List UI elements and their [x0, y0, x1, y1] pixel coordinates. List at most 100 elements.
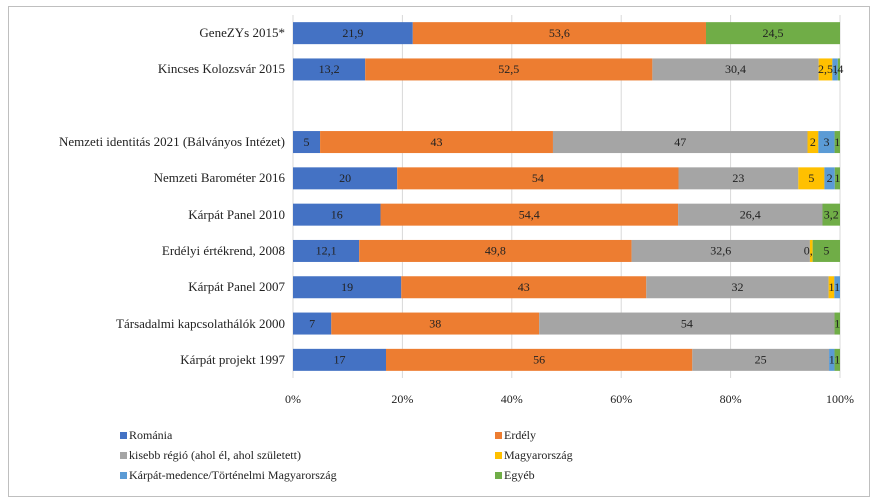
data-label: 32,6: [710, 244, 731, 258]
data-label: 3,2: [824, 207, 839, 221]
data-label: 54: [681, 316, 693, 330]
data-label: 1: [834, 135, 840, 149]
bar-segment: [412, 22, 706, 45]
bar-segment: [293, 348, 386, 371]
data-label: 43: [518, 280, 530, 294]
bar-segment: [834, 312, 840, 335]
bar-segment: [834, 276, 840, 299]
bar-segment: [646, 276, 829, 299]
data-label: 30,4: [725, 62, 746, 76]
bar-segment: [539, 312, 835, 335]
x-tick-label: 0%: [285, 392, 301, 406]
bar-segment: [832, 58, 838, 81]
bar-segment: [692, 348, 830, 371]
bar-segment: [359, 239, 632, 262]
legend-swatch: [495, 432, 502, 439]
bar-segment: [320, 131, 553, 154]
bar-segment: [293, 276, 402, 299]
x-tick-label: 60%: [610, 392, 632, 406]
legend-label: Románia: [129, 428, 173, 442]
data-label: 2: [827, 171, 833, 185]
data-label: 24,5: [762, 26, 783, 40]
category-label: Erdélyi értékrend, 2008: [161, 242, 285, 258]
data-label: 56: [533, 353, 545, 367]
bar-segment: [385, 348, 693, 371]
data-label: 5: [823, 244, 829, 258]
data-label: 38: [429, 316, 441, 330]
bar-segment: [293, 239, 360, 262]
data-label: 17: [333, 353, 345, 367]
legend-swatch: [495, 472, 502, 479]
bar-segment: [834, 131, 840, 154]
bar-segment: [293, 312, 332, 335]
bar-segment: [812, 239, 840, 262]
data-label: 3: [823, 135, 829, 149]
bar-segment: [822, 203, 840, 226]
data-label: 53,6: [549, 26, 570, 40]
legend-swatch: [495, 452, 502, 459]
data-label: 1: [832, 62, 838, 76]
bar-segment: [809, 239, 813, 262]
data-label: 5: [304, 135, 310, 149]
x-tick-label: 20%: [391, 392, 413, 406]
legend-label: Erdély: [504, 428, 536, 442]
bar-segment: [631, 239, 810, 262]
data-label: 47: [674, 135, 686, 149]
bar-segment: [293, 58, 366, 81]
data-label: 19: [341, 280, 353, 294]
legend-label: Egyéb: [504, 468, 535, 482]
data-label: 1: [829, 353, 835, 367]
data-label: 26,4: [740, 207, 761, 221]
chart-frame: [8, 6, 870, 497]
bar-segment: [678, 167, 799, 190]
legend-swatch: [120, 452, 127, 459]
data-label: 2,5: [818, 62, 833, 76]
bar-segment: [824, 167, 835, 190]
legend-label: Magyarország: [504, 448, 573, 462]
bar-segment: [365, 58, 653, 81]
data-label: 1: [834, 171, 840, 185]
data-label: 20: [339, 171, 351, 185]
x-tick-label: 100%: [826, 392, 854, 406]
data-label: 54,4: [519, 207, 540, 221]
data-label: 1: [828, 280, 834, 294]
legend-label: kisebb régió (ahol él, ahol született): [129, 448, 301, 462]
bar-segment: [331, 312, 540, 335]
bar-segment: [293, 167, 398, 190]
data-label: 7: [309, 316, 315, 330]
data-label: 21,9: [342, 26, 363, 40]
data-label: 23: [732, 171, 744, 185]
data-label: 16: [331, 207, 343, 221]
bar-segment: [829, 348, 835, 371]
data-label: 2: [810, 135, 816, 149]
bar-segment: [678, 203, 823, 226]
category-label: Kárpát Panel 2007: [188, 279, 285, 295]
legend-label: Kárpát-medence/Történelmi Magyarország: [129, 468, 337, 482]
category-label: Kincses Kolozsvár 2015: [157, 61, 285, 77]
x-tick-label: 40%: [501, 392, 523, 406]
data-label: 1: [834, 353, 840, 367]
bar-segment: [798, 167, 825, 190]
data-label: 52,5: [498, 62, 519, 76]
data-label: 32: [731, 280, 743, 294]
data-label: 1: [834, 280, 840, 294]
data-label: 49,8: [485, 244, 506, 258]
bar-segment: [807, 131, 819, 154]
bar-segment: [652, 58, 819, 81]
data-label: 43: [431, 135, 443, 149]
bar-segment: [293, 22, 413, 45]
category-label: Nemzeti identitás 2021 (Bálványos Intéze…: [59, 134, 285, 150]
category-label: Nemzeti Barométer 2016: [153, 170, 285, 186]
data-label: 54: [532, 171, 544, 185]
category-label: Társadalmi kapcsolathálók 2000: [116, 315, 285, 331]
data-label: 25: [755, 353, 767, 367]
bar-segment: [293, 203, 381, 226]
category-label: GeneZYs 2015*: [199, 25, 285, 41]
bar-segment: [837, 58, 840, 81]
data-label: 5: [808, 171, 814, 185]
bar-segment: [834, 167, 840, 190]
bar-segment: [818, 58, 833, 81]
bar-segment: [397, 167, 679, 190]
